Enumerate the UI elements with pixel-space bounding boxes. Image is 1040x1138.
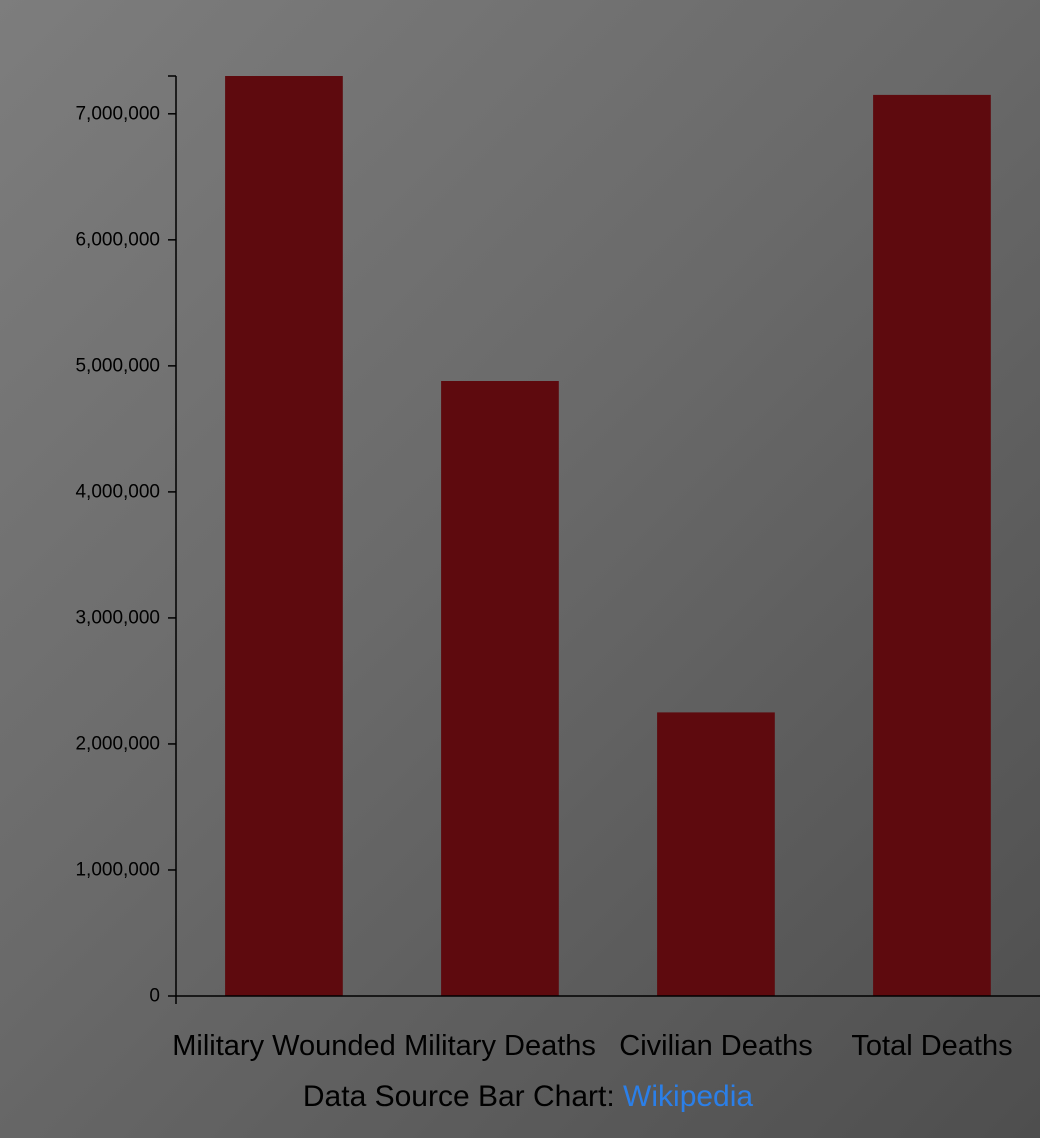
bar-total-deaths [873, 94, 991, 996]
x-category-label: Total Deaths [851, 1030, 1012, 1062]
y-tick-label: 1,000,000 [75, 859, 160, 880]
bar-civilian-deaths [657, 712, 775, 996]
bar-chart: 0 1,000,000 2,000,000 3,000,000 4,000,000 5,0… [75, 75, 1040, 1062]
y-tick-label: 3,000,000 [75, 607, 160, 628]
data-source-caption: Data Source Bar Chart: Wikipedia [0, 1080, 1040, 1114]
x-category-label: Civilian Deaths [619, 1030, 812, 1062]
x-category-label: Military Wounded [172, 1030, 396, 1062]
y-tick-label: 0 [149, 986, 160, 1007]
x-axis: Military Wounded Military Deaths Civilian … [172, 995, 1040, 1062]
y-tick-label: 6,000,000 [75, 229, 160, 250]
y-axis: 0 1,000,000 2,000,000 3,000,000 4,000,000 5,0… [75, 75, 177, 1007]
y-tick-label: 7,000,000 [75, 103, 160, 124]
data-source-prefix: Data Source Bar Chart: [302, 1080, 624, 1113]
bar-military-deaths [441, 381, 559, 996]
wikipedia-link[interactable]: Wikipedia [623, 1080, 754, 1113]
x-category-label: Military Deaths [404, 1030, 596, 1062]
bar-military-wounded [225, 76, 343, 996]
y-tick-label: 2,000,000 [75, 733, 160, 754]
y-tick-label: 5,000,000 [75, 355, 160, 376]
bars-group [225, 76, 991, 996]
y-tick-label: 4,000,000 [75, 481, 160, 502]
